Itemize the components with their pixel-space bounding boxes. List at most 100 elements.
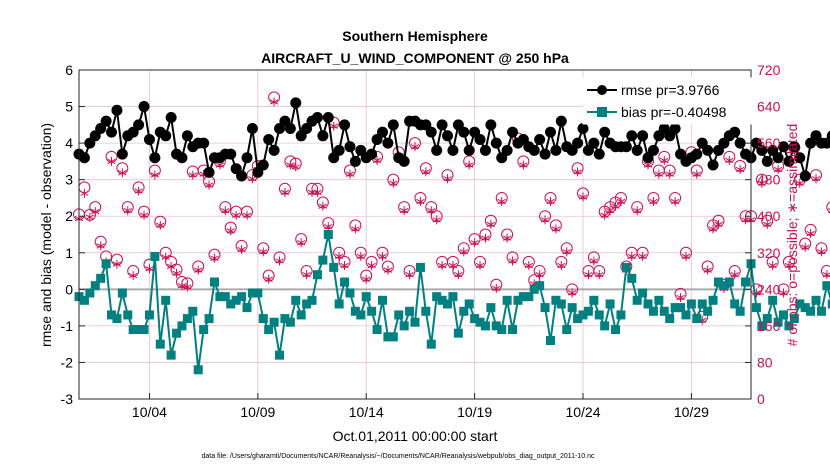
asterisk-stroke bbox=[676, 294, 685, 301]
rmse-point bbox=[544, 126, 556, 138]
y-tick-label: 1 bbox=[65, 245, 73, 261]
obs-assimilated-marker bbox=[654, 169, 664, 179]
bias-point bbox=[112, 314, 122, 324]
obs-assimilated-marker bbox=[486, 219, 496, 229]
bias-point bbox=[795, 299, 805, 309]
obs-assimilated-marker bbox=[351, 224, 360, 234]
rmse-point bbox=[257, 159, 269, 171]
asterisk-stroke bbox=[595, 272, 604, 278]
asterisk-stroke bbox=[492, 285, 501, 292]
bias-point bbox=[692, 314, 702, 324]
obs-assimilated-marker bbox=[237, 245, 246, 255]
asterisk-stroke bbox=[627, 253, 636, 260]
obs-assimilated-marker bbox=[557, 261, 566, 271]
bias-point bbox=[811, 295, 821, 305]
obs-assimilated-marker bbox=[567, 288, 577, 298]
rmse-point bbox=[507, 126, 519, 138]
bias-point bbox=[697, 299, 707, 309]
rmse-point bbox=[111, 104, 123, 116]
obs-assimilated-marker bbox=[161, 252, 170, 262]
obs-assimilated-marker bbox=[454, 270, 463, 280]
asterisk-stroke bbox=[670, 198, 680, 205]
y-tick-label: -1 bbox=[61, 318, 74, 334]
asterisk-stroke bbox=[389, 180, 398, 187]
obs-assimilated-marker bbox=[172, 268, 181, 278]
bias-point bbox=[410, 317, 420, 327]
rmse-point bbox=[826, 130, 830, 141]
obs-assimilated-marker bbox=[708, 224, 718, 234]
rmse-point bbox=[143, 133, 155, 145]
asterisk-stroke bbox=[779, 290, 788, 296]
y2-tick-label: 240 bbox=[757, 281, 781, 297]
rmse-point bbox=[490, 137, 502, 149]
obs-assimilated-marker bbox=[129, 271, 138, 281]
bias-point bbox=[648, 306, 658, 316]
obs-assimilated-marker bbox=[226, 226, 235, 236]
bias-point bbox=[361, 292, 371, 302]
asterisk-stroke bbox=[432, 217, 441, 223]
asterisk-stroke bbox=[204, 182, 214, 188]
obs-assimilated-marker bbox=[492, 283, 501, 293]
obs-assimilated-marker bbox=[465, 160, 474, 170]
rmse-point bbox=[398, 155, 410, 167]
asterisk-stroke bbox=[817, 249, 826, 255]
rmse-point bbox=[311, 112, 323, 124]
bias-point bbox=[730, 299, 740, 309]
bias-point bbox=[166, 350, 176, 360]
bias-point bbox=[340, 277, 350, 287]
bias-point bbox=[600, 321, 610, 331]
obs-assimilated-marker bbox=[692, 169, 701, 179]
rmse-point bbox=[160, 130, 172, 142]
bias-point bbox=[242, 303, 252, 313]
obs-assimilated-marker bbox=[188, 170, 197, 180]
bias-point bbox=[508, 325, 518, 335]
obs-assimilated-marker bbox=[768, 261, 777, 271]
asterisk-stroke bbox=[183, 284, 192, 290]
legend-entry-bias: bias pr=-0.40498 bbox=[621, 104, 727, 120]
rmse-point bbox=[778, 141, 790, 153]
bias-point bbox=[356, 310, 366, 320]
asterisk-stroke bbox=[378, 253, 387, 260]
asterisk-stroke bbox=[459, 249, 468, 255]
rmse-point bbox=[555, 115, 567, 127]
rmse-point bbox=[458, 126, 470, 138]
asterisk-stroke bbox=[795, 180, 804, 187]
y2-tick-label: 400 bbox=[757, 208, 781, 224]
bias-point bbox=[443, 299, 453, 309]
rmse-point bbox=[387, 119, 399, 131]
bias-point bbox=[312, 270, 322, 280]
asterisk-stroke bbox=[280, 189, 290, 196]
y-tick-label: 4 bbox=[65, 135, 73, 151]
asterisk-stroke bbox=[129, 272, 138, 279]
obs-assimilated-marker bbox=[221, 206, 230, 216]
bias-point bbox=[681, 310, 691, 320]
asterisk-stroke bbox=[156, 222, 165, 229]
bias-point bbox=[247, 288, 257, 298]
bias-point bbox=[101, 259, 111, 269]
asterisk-stroke bbox=[600, 212, 609, 218]
asterisk-stroke bbox=[508, 258, 517, 264]
obs-assimilated-marker bbox=[210, 253, 219, 263]
asterisk-stroke bbox=[481, 235, 490, 241]
obs-assimilated-marker bbox=[811, 174, 821, 184]
bias-point bbox=[188, 306, 198, 316]
rmse-point bbox=[772, 152, 784, 164]
obs-assimilated-marker bbox=[784, 261, 794, 271]
rmse-point bbox=[637, 130, 649, 142]
bias-point bbox=[161, 295, 171, 305]
obs-assimilated-marker bbox=[681, 251, 691, 261]
asterisk-stroke bbox=[649, 198, 658, 205]
rmse-point bbox=[474, 133, 486, 145]
obs-assimilated-marker bbox=[410, 142, 420, 152]
bias-point bbox=[199, 325, 209, 335]
asterisk-stroke bbox=[237, 246, 246, 253]
bias-point bbox=[155, 339, 165, 349]
bias-point bbox=[562, 325, 572, 335]
obs-assimilated-marker bbox=[432, 215, 441, 225]
bias-point bbox=[567, 303, 577, 313]
asterisk-stroke bbox=[692, 171, 701, 177]
asterisk-stroke bbox=[605, 208, 615, 214]
asterisk-stroke bbox=[345, 171, 355, 177]
obs-assimilated-marker bbox=[91, 207, 100, 217]
obs-assimilated-marker bbox=[714, 219, 723, 229]
